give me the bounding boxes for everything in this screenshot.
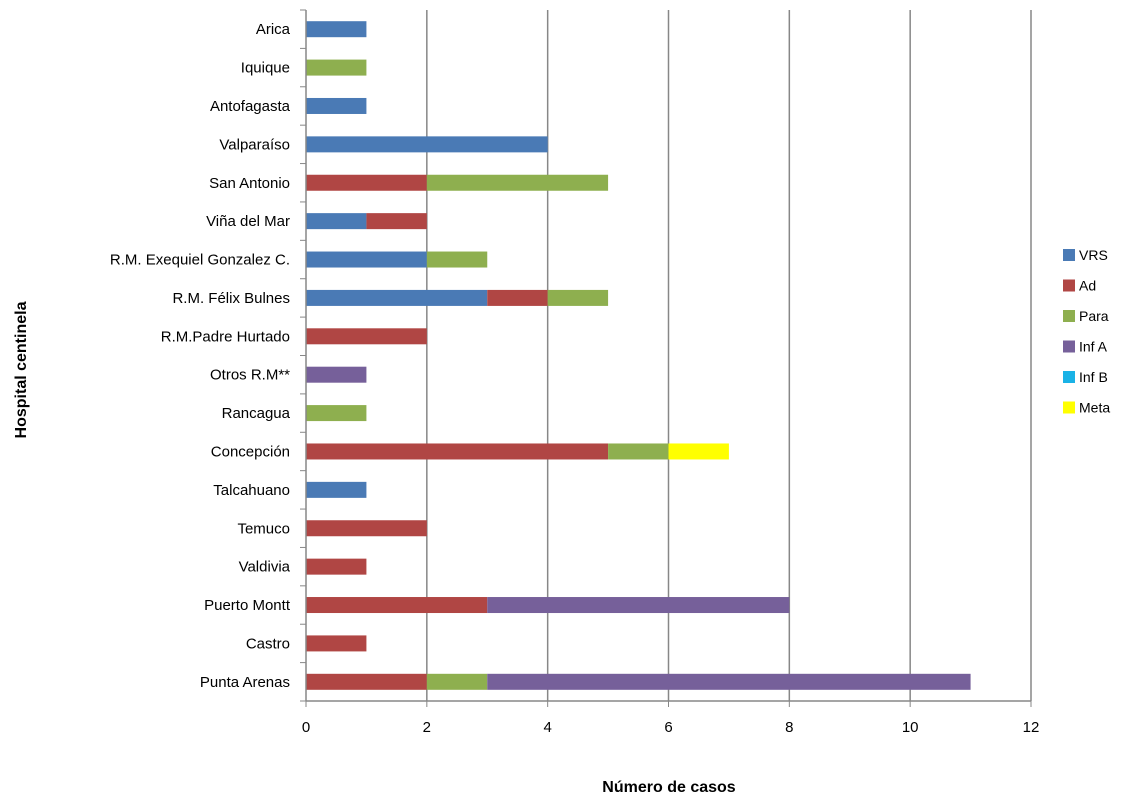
category-label: Rancagua — [222, 405, 291, 422]
category-label: Talcahuano — [213, 482, 290, 499]
bar-segment-ad — [306, 673, 427, 690]
bar-segment-para — [306, 59, 367, 76]
category-label: Punta Arenas — [200, 674, 290, 691]
labels: 0 2 4 6 8 10 12 Arica Iquique Antofagasta Valparaí… — [110, 21, 1039, 736]
bar-segment-meta — [668, 443, 729, 460]
category-label: R.M. Félix Bulnes — [172, 290, 290, 307]
category-label: Valdivia — [239, 559, 291, 576]
category-label: R.M. Exequiel Gonzalez C. — [110, 252, 290, 269]
category-label: Castro — [246, 635, 290, 652]
bar-segment-inf-a — [487, 597, 790, 614]
bar-segment-para — [426, 174, 609, 191]
bar-segment-para — [426, 251, 488, 268]
bar-segment-para — [547, 289, 609, 306]
gridlines — [426, 10, 1032, 701]
bar-segment-inf-a — [487, 673, 971, 690]
bar-segment-ad — [306, 443, 609, 460]
legend-label-vrs: VRS — [1079, 247, 1108, 263]
x-tick-label-8: 8 — [785, 719, 793, 736]
legend-swatch-vrs — [1063, 249, 1075, 261]
x-tick-label-2: 2 — [423, 719, 431, 736]
category-label: Puerto Montt — [204, 597, 291, 614]
category-label: R.M.Padre Hurtado — [161, 328, 290, 345]
y-axis-title: Hospital centinela — [13, 301, 30, 438]
bar-segment-para — [608, 443, 669, 460]
bar-segment-vrs — [306, 136, 548, 153]
legend-swatch-inf-b — [1063, 371, 1075, 383]
bar-segment-vrs — [306, 251, 427, 268]
legend-label-inf-b: Inf B — [1079, 369, 1108, 385]
x-tick-label-4: 4 — [543, 719, 551, 736]
bars — [306, 21, 971, 690]
bar-segment-vrs — [306, 97, 367, 114]
legend-label-para: Para — [1079, 308, 1109, 324]
legend: VRS Ad Para Inf A Inf B Meta — [1063, 247, 1110, 416]
category-label: Arica — [256, 21, 291, 38]
legend-swatch-inf-a — [1063, 340, 1075, 353]
x-tick-label-6: 6 — [664, 719, 672, 736]
bar-segment-ad — [306, 174, 427, 191]
x-tick-label-10: 10 — [902, 719, 919, 736]
bar-segment-ad — [306, 328, 427, 345]
category-label: Antofagasta — [210, 98, 291, 115]
category-label: Concepción — [211, 443, 290, 460]
x-axis-title: Número de casos — [602, 779, 735, 796]
bar-segment-inf-a — [306, 366, 367, 383]
category-label: San Antonio — [209, 175, 290, 192]
category-label: Temuco — [237, 520, 290, 537]
bar-segment-vrs — [306, 481, 367, 498]
legend-swatch-meta — [1063, 401, 1075, 414]
legend-swatch-ad — [1063, 279, 1075, 292]
bar-segment-ad — [366, 213, 427, 230]
bar-segment-ad — [487, 289, 548, 306]
bar-segment-para — [306, 405, 367, 422]
bar-segment-ad — [306, 520, 427, 537]
legend-label-inf-a: Inf A — [1079, 339, 1108, 355]
axes — [300, 9, 1032, 707]
x-tick-label-12: 12 — [1023, 719, 1040, 736]
category-label: Valparaíso — [219, 136, 290, 153]
bar-segment-vrs — [306, 289, 488, 306]
category-label: Otros R.M** — [210, 367, 290, 384]
x-tick-label-0: 0 — [302, 719, 310, 736]
bar-segment-ad — [306, 597, 488, 614]
bar-segment-vrs — [306, 213, 367, 230]
legend-label-ad: Ad — [1079, 278, 1096, 294]
category-label: Viña del Mar — [206, 213, 290, 230]
category-label: Iquique — [241, 60, 290, 77]
bar-segment-ad — [306, 558, 367, 575]
bar-segment-vrs — [306, 21, 367, 38]
legend-label-meta: Meta — [1079, 400, 1110, 416]
bar-segment-para — [426, 673, 488, 690]
legend-swatch-para — [1063, 310, 1075, 322]
bar-segment-ad — [306, 635, 367, 652]
